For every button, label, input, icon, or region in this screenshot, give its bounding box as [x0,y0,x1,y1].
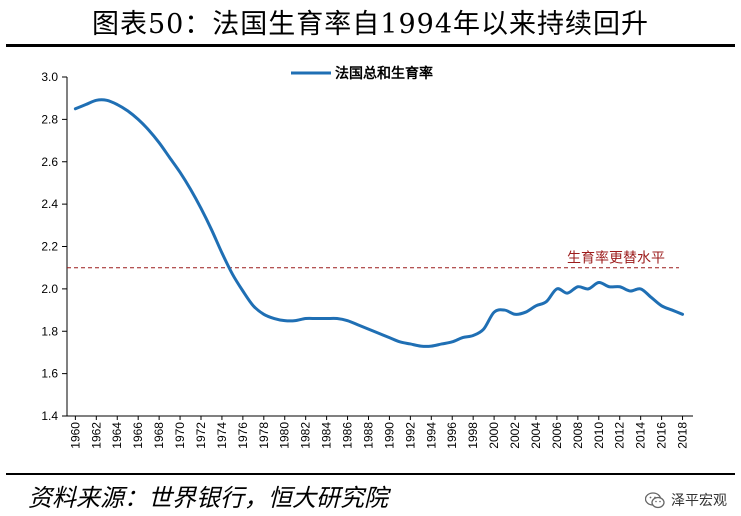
x-tick-label: 1994 [424,422,438,449]
x-tick-label: 2000 [487,422,501,449]
x-tick-label: 1962 [89,422,103,449]
data-source: 资料来源：世界银行，恒大研究院 [28,484,388,512]
x-tick-label: 1966 [131,422,145,449]
x-tick-label: 2016 [655,422,669,449]
footer-divider [6,473,735,475]
reference-line-label: 生育率更替水平 [567,250,665,267]
x-tick-label: 1998 [466,422,480,449]
x-tick-label: 2018 [676,422,690,449]
y-tick-label: 1.6 [41,367,58,381]
x-tick-label: 2012 [613,422,627,449]
legend-label: 法国总和生育率 [335,65,433,82]
series-line-fertility-rate [73,98,685,348]
y-tick-label: 2.2 [41,240,58,254]
x-tick-label: 1996 [445,422,459,449]
watermark: 泽平宏观 [645,490,727,510]
y-tick-label: 2.4 [41,197,58,211]
chart-title: 图表50：法国生育率自1994年以来持续回升 [91,9,650,40]
chart-axes [66,77,693,417]
title-divider [6,44,735,47]
y-tick-label: 2.6 [41,155,58,169]
x-tick-label: 2004 [529,422,543,449]
x-tick-label: 1976 [236,422,250,449]
x-tick-label: 1982 [299,422,313,449]
watermark-text: 泽平宏观 [671,493,727,509]
x-tick-label: 1990 [382,422,396,449]
x-tick-label: 2002 [508,422,522,449]
y-tick-label: 2.0 [41,282,58,296]
y-tick-label: 2.8 [41,112,58,126]
x-tick-label: 2008 [571,422,585,449]
y-tick-label: 1.8 [41,324,58,338]
x-axis-ticks: 1960 1962 1964 1966 1968 1970 1972 1974 1976 1978… [68,416,690,449]
y-tick-label: 1.4 [41,409,58,423]
x-tick-label: 1968 [152,422,166,449]
x-tick-label: 1978 [257,422,271,449]
x-tick-label: 1986 [341,422,355,449]
series-group [73,98,685,348]
x-tick-label: 1992 [403,422,417,449]
x-tick-label: 2010 [592,422,606,449]
x-tick-label: 1974 [215,422,229,449]
chart-legend: 法国总和生育率 [291,65,433,82]
x-tick-label: 1988 [361,422,375,449]
replacement-level-line: 生育率更替水平 [67,250,679,269]
x-tick-label: 1984 [320,422,334,449]
x-tick-label: 1960 [68,422,82,449]
y-axis-ticks: 1.4 1.6 1.8 2.0 2.2 2.4 2.6 2.8 3.0 [41,70,67,423]
x-tick-label: 1980 [278,422,292,449]
x-tick-label: 2006 [550,422,564,449]
wechat-icon [645,491,665,508]
x-tick-label: 1970 [173,422,187,449]
x-tick-label: 1972 [194,422,208,449]
y-tick-label: 3.0 [41,70,58,84]
x-tick-label: 1964 [110,422,124,449]
x-tick-label: 2014 [634,422,648,449]
